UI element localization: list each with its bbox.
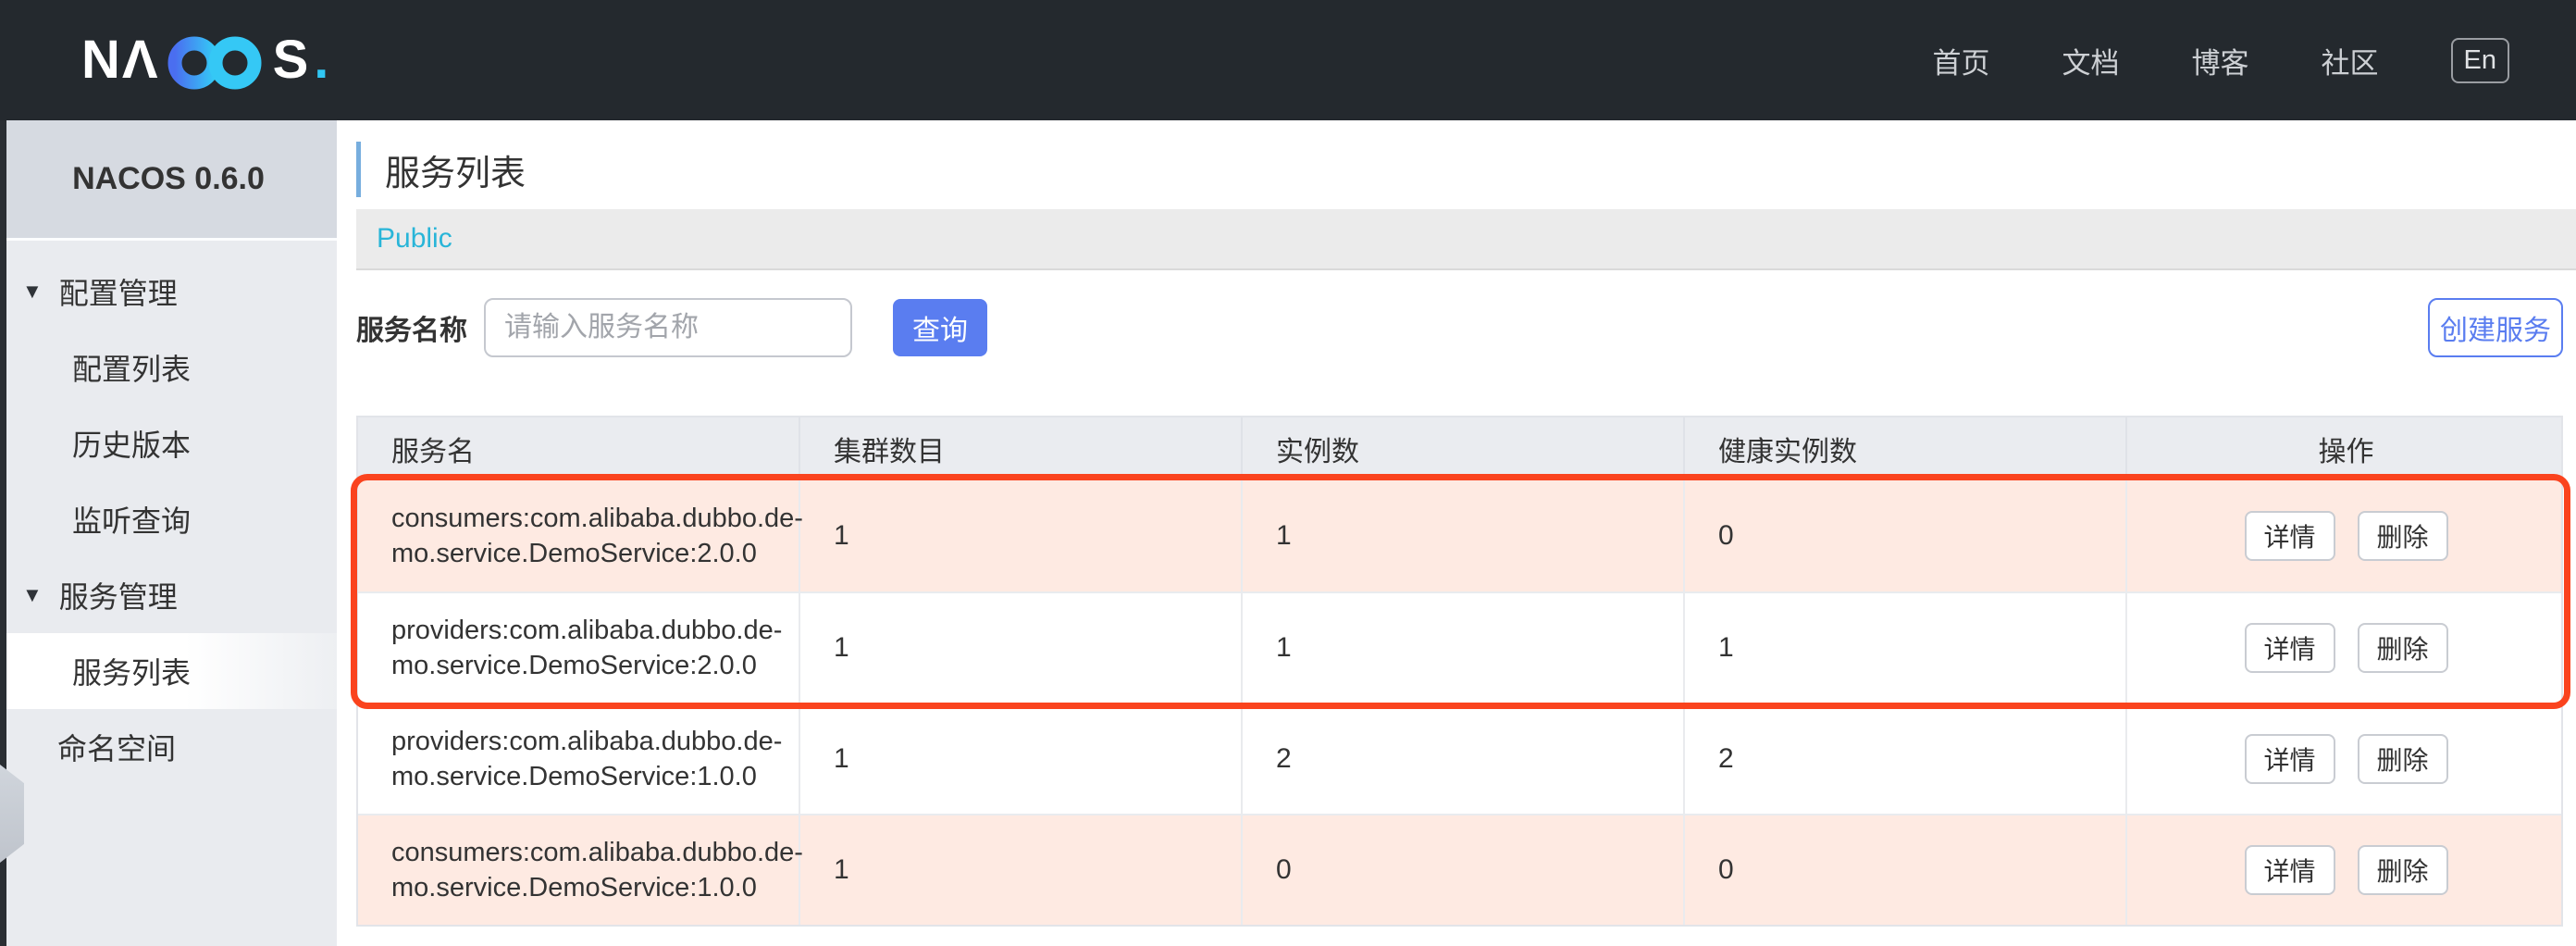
- header-cell-cluster-count: 集群数目: [800, 417, 1243, 480]
- nav-link-docs[interactable]: 文档: [2062, 46, 2120, 80]
- cell-operations: 详情 删除: [2127, 593, 2565, 703]
- cell-operations: 详情 删除: [2127, 704, 2565, 814]
- cell-cluster-count: 1: [800, 480, 1243, 591]
- logo-letter: Λ: [121, 30, 160, 90]
- infinity-icon: [167, 36, 262, 90]
- services-table: 服务名 集群数目 实例数 健康实例数 操作 consumers:com.alib…: [351, 416, 2570, 927]
- cell-healthy-instances: 0: [1685, 815, 2127, 925]
- header-cell-instance-count: 实例数: [1243, 417, 1685, 480]
- cell-healthy-instances: 2: [1685, 704, 2127, 814]
- cell-instance-count: 1: [1243, 480, 1685, 591]
- table-body: consumers:com.alibaba.dubbo.de- mo.servi…: [358, 480, 2561, 925]
- cell-instance-count: 2: [1243, 704, 1685, 814]
- sidebar-item-namespace[interactable]: 命名空间: [57, 732, 177, 766]
- sidebar-group-config-management[interactable]: ▼ 配置管理: [0, 254, 337, 330]
- create-service-button[interactable]: 创建服务: [2428, 298, 2563, 357]
- sidebar-item-listening-query[interactable]: 监听查询: [72, 504, 192, 538]
- sidebar-item-history-versions[interactable]: 历史版本: [72, 429, 192, 462]
- cell-operations: 详情 删除: [2127, 480, 2565, 591]
- header-cell-service-name: 服务名: [358, 417, 800, 480]
- search-toolbar: 服务名称 查询 创建服务: [356, 298, 2563, 357]
- sidebar-group-service-management[interactable]: ▼ 服务管理: [0, 557, 337, 633]
- logo-letter: N: [81, 30, 122, 90]
- cell-service-name: providers:com.alibaba.dubbo.de- mo.servi…: [358, 704, 800, 814]
- sidebar-group-label: 服务管理: [58, 580, 178, 614]
- service-name-label: 服务名称: [356, 316, 467, 346]
- service-name-text: mo.service.DemoService:2.0.0: [391, 651, 757, 680]
- caret-down-icon: ▼: [22, 583, 43, 606]
- sidebar-collapse-handle[interactable]: [0, 765, 24, 863]
- service-detail-button[interactable]: 详情: [2244, 511, 2335, 561]
- cell-service-name: consumers:com.alibaba.dubbo.de- mo.servi…: [358, 480, 803, 591]
- service-name-text: providers:com.alibaba.dubbo.de-: [391, 727, 783, 756]
- service-name-text: mo.service.DemoService:1.0.0: [391, 873, 757, 902]
- namespace-bar: Public: [356, 209, 2576, 270]
- page-title: 服务列表: [385, 154, 526, 193]
- logo-dot: .: [314, 30, 329, 90]
- top-nav-links: 首页 文档 博客 社区 En: [1932, 37, 2509, 83]
- header-cell-healthy-instances: 健康实例数: [1685, 417, 2127, 480]
- namespace-tab-public[interactable]: Public: [377, 223, 452, 254]
- service-name-text: consumers:com.alibaba.dubbo.de-: [391, 838, 803, 867]
- header-cell-operations: 操作: [2318, 437, 2374, 467]
- cell-healthy-instances: 0: [1685, 480, 2127, 591]
- table-header-row: 服务名 集群数目 实例数 健康实例数 操作: [358, 417, 2561, 480]
- cell-cluster-count: 1: [800, 593, 1243, 703]
- service-delete-button[interactable]: 删除: [2357, 623, 2448, 673]
- sidebar-item-service-list[interactable]: 服务列表: [0, 633, 337, 709]
- service-detail-button[interactable]: 详情: [2244, 734, 2335, 784]
- cell-cluster-count: 1: [800, 704, 1243, 814]
- cell-operations: 详情 删除: [2127, 815, 2565, 925]
- logo-letter: S: [272, 30, 311, 90]
- query-button[interactable]: 查询: [893, 299, 987, 356]
- service-row: providers:com.alibaba.dubbo.de- mo.servi…: [358, 591, 2561, 703]
- nav-link-home[interactable]: 首页: [1932, 46, 1990, 80]
- sidebar-group-label: 配置管理: [58, 277, 178, 310]
- caret-down-icon: ▼: [22, 280, 43, 303]
- cell-healthy-instances: 1: [1685, 593, 2127, 703]
- nav-link-blog[interactable]: 博客: [2191, 46, 2249, 80]
- service-delete-button[interactable]: 删除: [2357, 845, 2448, 895]
- service-detail-button[interactable]: 详情: [2244, 623, 2335, 673]
- sidebar: NACOS 0.6.0 ▼ 配置管理 配置列表 历史版本 监听查询 ▼ 服务管理…: [0, 120, 337, 946]
- service-name-text: mo.service.DemoService:2.0.0: [391, 539, 757, 568]
- cell-cluster-count: 1: [800, 815, 1243, 925]
- title-accent-bar: [356, 142, 361, 197]
- service-row: consumers:com.alibaba.dubbo.de- mo.servi…: [358, 814, 2561, 925]
- sidebar-version-title: NACOS 0.6.0: [0, 120, 337, 241]
- service-row: providers:com.alibaba.dubbo.de- mo.servi…: [358, 703, 2561, 814]
- service-detail-button[interactable]: 详情: [2244, 845, 2335, 895]
- service-name-text: providers:com.alibaba.dubbo.de-: [391, 616, 783, 645]
- cell-service-name: consumers:com.alibaba.dubbo.de- mo.servi…: [358, 815, 803, 925]
- service-row: consumers:com.alibaba.dubbo.de- mo.servi…: [358, 480, 2561, 591]
- service-name-text: mo.service.DemoService:1.0.0: [391, 762, 757, 791]
- language-toggle[interactable]: En: [2450, 37, 2509, 83]
- service-delete-button[interactable]: 删除: [2357, 734, 2448, 784]
- service-name-text: consumers:com.alibaba.dubbo.de-: [391, 504, 803, 533]
- main-content: 服务列表 Public 服务名称 查询 创建服务 服务名 集群数目 实例数 健康…: [337, 120, 2576, 946]
- service-delete-button[interactable]: 删除: [2357, 511, 2448, 561]
- sidebar-menu: ▼ 配置管理 配置列表 历史版本 监听查询 ▼ 服务管理 服务列表 命名空间: [0, 241, 337, 785]
- nav-link-community[interactable]: 社区: [2321, 46, 2379, 80]
- cell-instance-count: 1: [1243, 593, 1685, 703]
- cell-instance-count: 0: [1243, 815, 1685, 925]
- sidebar-item-config-list[interactable]: 配置列表: [72, 353, 192, 386]
- service-name-input[interactable]: [484, 298, 852, 357]
- cell-service-name: providers:com.alibaba.dubbo.de- mo.servi…: [358, 593, 800, 703]
